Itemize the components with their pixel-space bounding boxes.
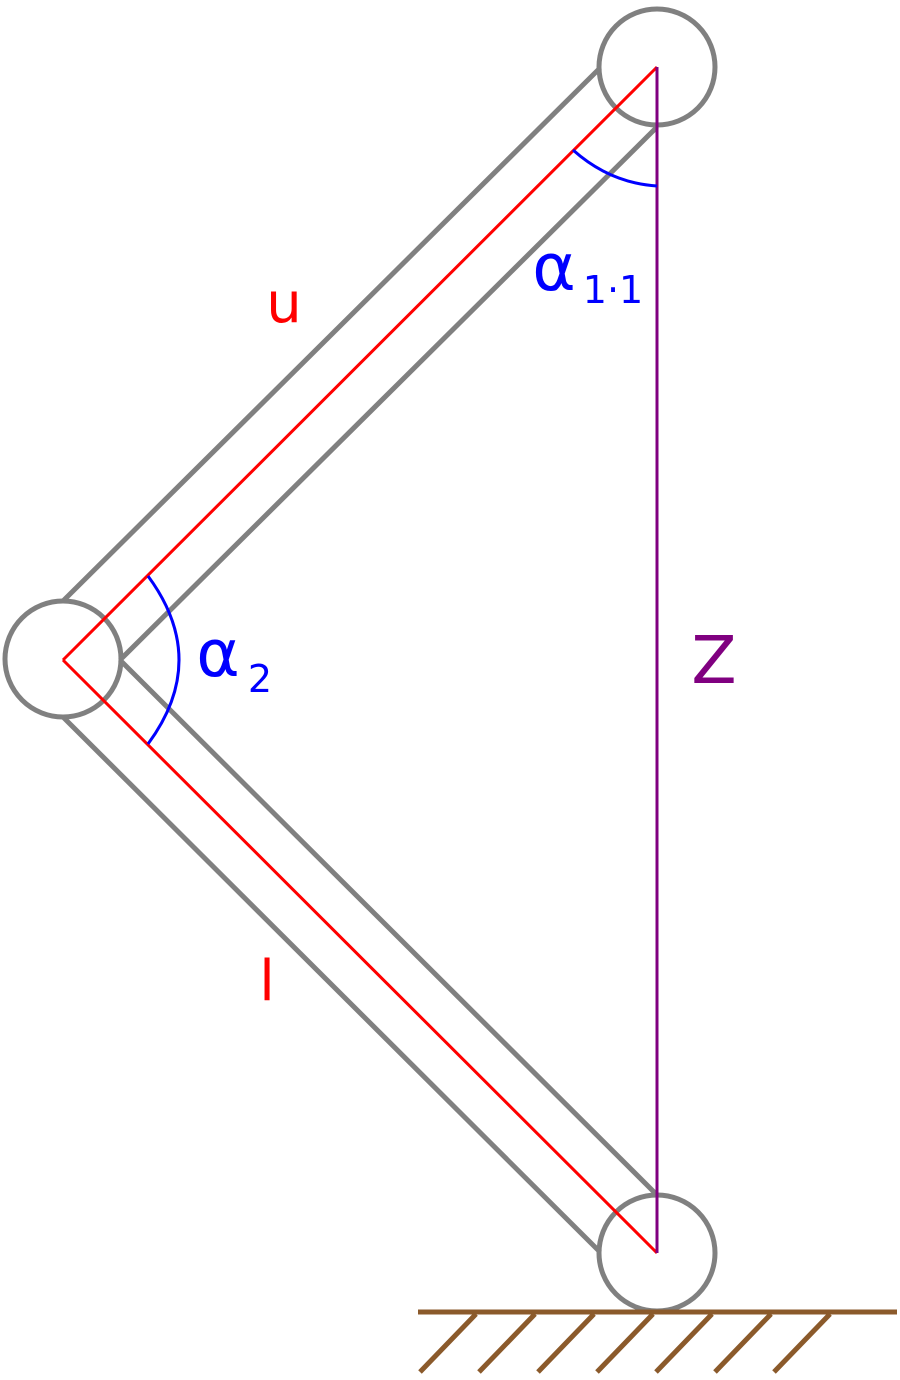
middle-joint-icon bbox=[2, 598, 124, 720]
lower-link-edge-outer bbox=[61, 715, 602, 1254]
ground-hatch bbox=[772, 1312, 832, 1374]
lower-link bbox=[61, 658, 659, 1254]
ground-hatch bbox=[418, 1312, 478, 1374]
angle-top-symbol: α bbox=[532, 229, 576, 306]
upper-link-label: u bbox=[266, 271, 302, 336]
lower-link-edge-inner bbox=[118, 658, 659, 1197]
angle-arc-top bbox=[572, 148, 658, 188]
upper-link-edge-outer bbox=[61, 66, 602, 603]
upper-link bbox=[61, 66, 659, 662]
ground-hatch bbox=[713, 1312, 773, 1374]
upper-link-axis bbox=[61, 65, 659, 662]
angle-arc-middle bbox=[146, 575, 181, 745]
ground-hatch bbox=[536, 1312, 596, 1374]
lower-link-axis bbox=[61, 658, 659, 1255]
angle-middle-subscript: 2 bbox=[248, 657, 272, 701]
hatched-ground-icon bbox=[418, 1309, 897, 1374]
ground-hatch bbox=[477, 1312, 537, 1374]
reach-label: Z bbox=[691, 622, 736, 699]
angle-middle-symbol: α bbox=[196, 615, 240, 692]
angle-top-subscript: 1·1 bbox=[583, 268, 643, 312]
upper-link-edge-inner bbox=[118, 125, 659, 662]
lower-link-label: l bbox=[259, 949, 275, 1014]
link-axes bbox=[61, 65, 659, 1255]
ground-hatch bbox=[654, 1312, 714, 1374]
ground-hatch bbox=[595, 1312, 655, 1374]
